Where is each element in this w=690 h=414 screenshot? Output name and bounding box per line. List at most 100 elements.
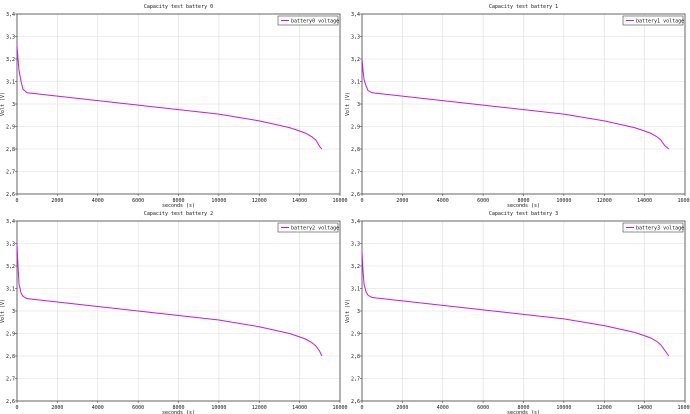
y-tick-label: 2,7 [6,169,15,175]
x-tick-label: 12000 [252,198,267,204]
x-tick-label: 12000 [597,405,612,411]
x-tick-label: 10000 [556,198,571,204]
x-axis-label: seconds (s) [162,203,195,209]
y-tick-label: 3,3 [6,34,15,40]
gridlines [361,220,686,402]
y-tick-label: 3,2 [6,57,15,63]
x-tick-label: 0 [360,198,363,204]
x-tick-label: 6000 [477,405,489,411]
series-line [16,243,323,357]
y-tick-label: 2,7 [6,376,15,382]
chart-2: 0 2000 4000 6000 8000 10000 12000 14000 16000 2,6… [0,211,348,414]
series-line [361,58,670,150]
y-tick-label: 3 [12,102,15,108]
x-tick-label: 16000 [677,198,690,204]
legend: battery2 voltage [277,222,339,233]
y-tick-label: 2,6 [6,192,15,198]
legend-box [277,222,339,233]
legend: battery3 voltage [622,222,684,233]
legend: battery1 voltage [622,15,684,26]
y-tick-label: 2,8 [6,354,15,360]
x-tick-label: 4000 [92,405,104,411]
x-tick-label: 2000 [396,405,408,411]
chart-title: Capacity test battery 0 [144,4,213,10]
x-tick-label: 2000 [396,198,408,204]
y-tick-label: 3,4 [6,219,15,225]
x-axis-label: seconds (s) [507,203,540,209]
y-tick-label: 2,9 [6,124,15,130]
y-tick-label: 3 [357,102,360,108]
chart-3: 0 2000 4000 6000 8000 10000 12000 14000 16000 2,6… [345,211,690,414]
x-tick-label: 6000 [477,198,489,204]
y-tick-label: 2,9 [351,331,360,337]
y-tick-label: 2,7 [351,169,360,175]
series-line [16,45,323,150]
y-axis-label: Volt (V) [0,92,6,116]
y-axis-label: Volt (V) [345,92,351,116]
x-tick-label: 8000 [172,198,184,204]
x-tick-label: 2000 [51,405,63,411]
y-tick-label: 2,6 [351,192,360,198]
y-tick-label: 2,8 [351,354,360,360]
y-tick-label: 3,4 [351,12,360,18]
x-axis-label: seconds (s) [162,410,195,414]
y-tick-label: 3,3 [351,34,360,40]
x-tick-label: 14000 [637,198,652,204]
gridlines [16,13,341,195]
legend-label: battery1 voltage [636,18,684,24]
x-tick-label: 14000 [292,405,307,411]
y-tick-label: 3,2 [6,264,15,270]
legend-box [622,15,684,26]
x-tick-label: 2000 [51,198,63,204]
x-tick-label: 16000 [677,405,690,411]
y-tick-label: 3,1 [351,286,360,292]
chart-0: 0 2000 4000 6000 8000 10000 12000 14000 16000 2,6… [0,4,348,209]
legend-box [622,222,684,233]
y-tick-label: 3,1 [6,286,15,292]
y-tick-label: 3,3 [351,241,360,247]
y-tick-label: 2,8 [6,147,15,153]
x-tick-label: 8000 [517,198,529,204]
x-tick-label: 6000 [132,198,144,204]
x-tick-label: 8000 [172,405,184,411]
chart-1: 0 2000 4000 6000 8000 10000 12000 14000 16000 2,6… [345,4,690,209]
y-tick-label: 3 [12,309,15,315]
x-tick-label: 6000 [132,405,144,411]
y-tick-label: 3,1 [351,79,360,85]
x-tick-label: 14000 [292,198,307,204]
x-tick-label: 0 [360,405,363,411]
x-tick-label: 16000 [332,198,347,204]
y-tick-label: 2,9 [351,124,360,130]
x-tick-label: 0 [15,198,18,204]
y-tick-label: 3 [357,309,360,315]
x-tick-label: 12000 [252,405,267,411]
x-tick-label: 14000 [637,405,652,411]
y-tick-label: 2,6 [351,399,360,405]
gridlines [16,220,341,402]
x-axis-label: seconds (s) [507,410,540,414]
chart-title: Capacity test battery 1 [489,4,558,10]
legend-label: battery0 voltage [291,18,339,24]
x-tick-label: 0 [15,405,18,411]
y-axis-label: Volt (V) [0,299,6,323]
x-tick-label: 4000 [437,405,449,411]
y-tick-label: 3,4 [6,12,15,18]
y-tick-label: 3,2 [351,57,360,63]
legend-label: battery2 voltage [291,225,339,231]
y-tick-label: 3,1 [6,79,15,85]
legend-box [277,15,339,26]
y-tick-label: 3,3 [6,241,15,247]
gridlines [361,13,686,195]
y-tick-label: 2,8 [351,147,360,153]
y-tick-label: 2,9 [6,331,15,337]
y-tick-label: 2,7 [351,376,360,382]
y-tick-label: 3,2 [351,264,360,270]
y-tick-label: 2,6 [6,399,15,405]
x-tick-label: 10000 [211,198,226,204]
y-axis-label: Volt (V) [345,299,351,323]
chart-title: Capacity test battery 3 [489,211,558,217]
x-tick-label: 8000 [517,405,529,411]
x-tick-label: 10000 [556,405,571,411]
x-tick-label: 16000 [332,405,347,411]
